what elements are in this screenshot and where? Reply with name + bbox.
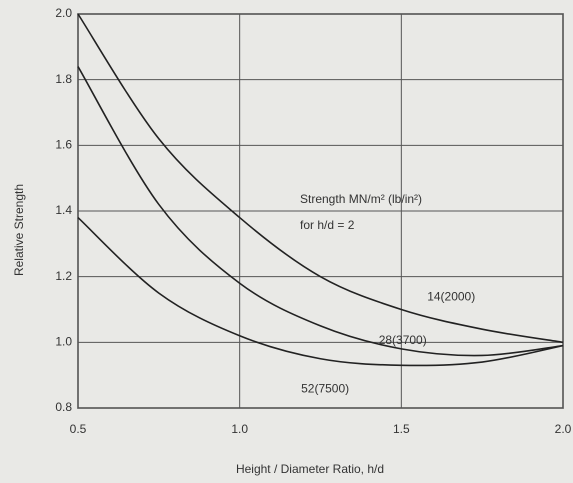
x-tick-label: 1.0 <box>231 422 248 436</box>
y-tick-label: 1.8 <box>55 72 72 86</box>
series-label: 52(7500) <box>301 381 349 395</box>
series-line <box>77 66 564 357</box>
y-tick-label: 1.2 <box>55 269 72 283</box>
y-tick-label: 1.6 <box>55 138 72 152</box>
y-axis-label: Relative Strength <box>12 184 26 276</box>
y-tick-label: 1.4 <box>55 203 72 217</box>
y-tick-label: 0.8 <box>55 400 72 414</box>
x-tick-label: 1.5 <box>393 422 410 436</box>
x-tick-label: 0.5 <box>70 422 87 436</box>
series-label: 28(3700) <box>379 333 427 347</box>
x-axis-label: Height / Diameter Ratio, h/d <box>236 462 384 476</box>
x-tick-label: 2.0 <box>555 422 572 436</box>
series-label: 14(2000) <box>427 290 475 304</box>
annotation: for h/d = 2 <box>300 218 355 232</box>
y-tick-label: 2.0 <box>55 6 72 20</box>
series-line <box>77 216 564 367</box>
annotation: Strength MN/m² (lb/in²) <box>300 192 422 206</box>
series-line <box>77 13 564 344</box>
y-tick-label: 1.0 <box>55 335 72 349</box>
